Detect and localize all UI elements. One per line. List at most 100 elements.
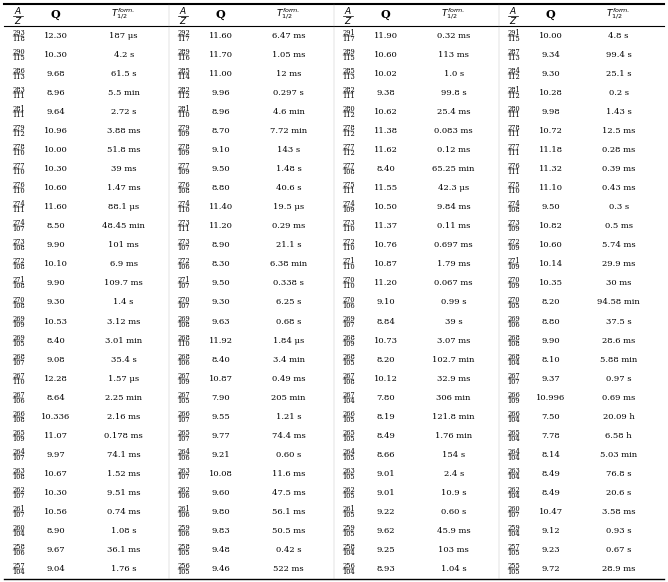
- Text: 105: 105: [507, 549, 520, 558]
- Text: 9.08: 9.08: [46, 356, 65, 364]
- Text: 271: 271: [12, 276, 25, 285]
- Text: 266: 266: [507, 410, 520, 418]
- Text: 281: 281: [12, 105, 25, 113]
- Text: 61.5 s: 61.5 s: [111, 70, 136, 77]
- Text: 5.03 min: 5.03 min: [600, 451, 637, 459]
- Text: 104: 104: [12, 569, 25, 576]
- Text: 10.00: 10.00: [43, 146, 67, 154]
- Text: 107: 107: [342, 321, 355, 329]
- Text: 10.60: 10.60: [43, 184, 67, 192]
- Text: 105: 105: [507, 569, 520, 576]
- Text: 111: 111: [507, 111, 520, 119]
- Text: 109: 109: [342, 340, 355, 347]
- Text: 3.4 min: 3.4 min: [273, 356, 305, 364]
- Text: 278: 278: [12, 143, 25, 151]
- Text: 9.01: 9.01: [376, 489, 395, 497]
- Text: 9.30: 9.30: [541, 70, 560, 77]
- Text: 0.69 ms: 0.69 ms: [602, 394, 635, 402]
- Text: 259: 259: [177, 524, 190, 533]
- Text: 10.72: 10.72: [538, 127, 562, 135]
- Text: 274: 274: [12, 219, 25, 227]
- Text: 522 ms: 522 ms: [273, 566, 304, 573]
- Text: 115: 115: [507, 34, 520, 42]
- Text: 109: 109: [507, 264, 520, 271]
- Text: 2.25 min: 2.25 min: [105, 394, 142, 402]
- Text: 107: 107: [177, 282, 190, 290]
- Text: 271: 271: [342, 257, 355, 265]
- Text: 259: 259: [342, 524, 355, 533]
- Text: $T_{1/2}^{form.}$: $T_{1/2}^{form.}$: [112, 7, 136, 22]
- Text: 291: 291: [342, 29, 355, 37]
- Text: 111: 111: [342, 187, 355, 195]
- Text: 11.6 ms: 11.6 ms: [272, 470, 305, 478]
- Text: 113: 113: [507, 54, 520, 62]
- Text: 109.7 ms: 109.7 ms: [104, 279, 143, 288]
- Text: 4.6 min: 4.6 min: [273, 108, 305, 116]
- Text: 110: 110: [177, 111, 190, 119]
- Text: 106: 106: [177, 359, 190, 367]
- Text: 109: 109: [12, 321, 25, 329]
- Text: 12.5 ms: 12.5 ms: [602, 127, 635, 135]
- Text: 106: 106: [342, 301, 355, 310]
- Text: 11.92: 11.92: [208, 336, 232, 345]
- Text: 6.9 ms: 6.9 ms: [110, 260, 138, 268]
- Text: 277: 277: [342, 143, 355, 151]
- Text: 9.21: 9.21: [211, 451, 230, 459]
- Text: 1.08 s: 1.08 s: [111, 527, 136, 535]
- Text: 42.3 μs: 42.3 μs: [438, 184, 469, 192]
- Text: 11.60: 11.60: [43, 203, 67, 211]
- Text: 274: 274: [12, 200, 25, 208]
- Text: 9.38: 9.38: [376, 88, 395, 97]
- Text: 270: 270: [12, 296, 25, 303]
- Text: 9.90: 9.90: [541, 336, 560, 345]
- Text: 264: 264: [342, 448, 355, 456]
- Text: 113 ms: 113 ms: [438, 51, 469, 59]
- Text: 9.01: 9.01: [376, 470, 395, 478]
- Text: 257: 257: [12, 562, 25, 570]
- Text: 36.1 ms: 36.1 ms: [107, 546, 140, 555]
- Text: 8.49: 8.49: [541, 470, 560, 478]
- Text: 9.37: 9.37: [541, 375, 560, 383]
- Text: 11.70: 11.70: [208, 51, 232, 59]
- Text: 109: 109: [177, 378, 190, 386]
- Text: 281: 281: [507, 86, 520, 94]
- Text: 108: 108: [12, 473, 25, 481]
- Text: 10.60: 10.60: [373, 51, 397, 59]
- Text: 109: 109: [507, 225, 520, 233]
- Text: 12 ms: 12 ms: [276, 70, 301, 77]
- Text: 290: 290: [12, 48, 25, 56]
- Text: 9.50: 9.50: [541, 203, 560, 211]
- Text: 11.20: 11.20: [208, 222, 232, 230]
- Text: 110: 110: [342, 225, 355, 233]
- Text: 9.48: 9.48: [211, 546, 230, 555]
- Text: Q: Q: [51, 9, 60, 20]
- Text: 0.32 ms: 0.32 ms: [437, 31, 470, 40]
- Text: 278: 278: [177, 143, 190, 151]
- Text: 1.76 s: 1.76 s: [111, 566, 136, 573]
- Text: 25.4 ms: 25.4 ms: [437, 108, 470, 116]
- Text: 106: 106: [12, 397, 25, 405]
- Text: 20.09 h: 20.09 h: [603, 413, 635, 421]
- Text: 260: 260: [507, 505, 520, 513]
- Text: 45.9 ms: 45.9 ms: [437, 527, 470, 535]
- Text: 273: 273: [507, 219, 520, 227]
- Text: 111: 111: [12, 92, 25, 100]
- Text: 9.50: 9.50: [211, 165, 230, 173]
- Text: 205 min: 205 min: [271, 394, 306, 402]
- Text: 0.67 s: 0.67 s: [606, 546, 631, 555]
- Text: 9.55: 9.55: [211, 413, 230, 421]
- Text: 107: 107: [177, 416, 190, 424]
- Text: 0.697 ms: 0.697 ms: [434, 242, 473, 249]
- Text: 108: 108: [177, 187, 190, 195]
- Text: 281: 281: [177, 105, 190, 113]
- Text: 1.84 μs: 1.84 μs: [273, 336, 304, 345]
- Text: 266: 266: [12, 410, 25, 418]
- Text: 110: 110: [12, 378, 25, 386]
- Text: 12.28: 12.28: [43, 375, 67, 383]
- Text: 107: 107: [507, 378, 520, 386]
- Text: 112: 112: [177, 92, 190, 100]
- Text: 0.74 ms: 0.74 ms: [107, 508, 140, 516]
- Text: 273: 273: [177, 219, 190, 227]
- Text: 107: 107: [12, 492, 25, 500]
- Text: 104: 104: [342, 549, 355, 558]
